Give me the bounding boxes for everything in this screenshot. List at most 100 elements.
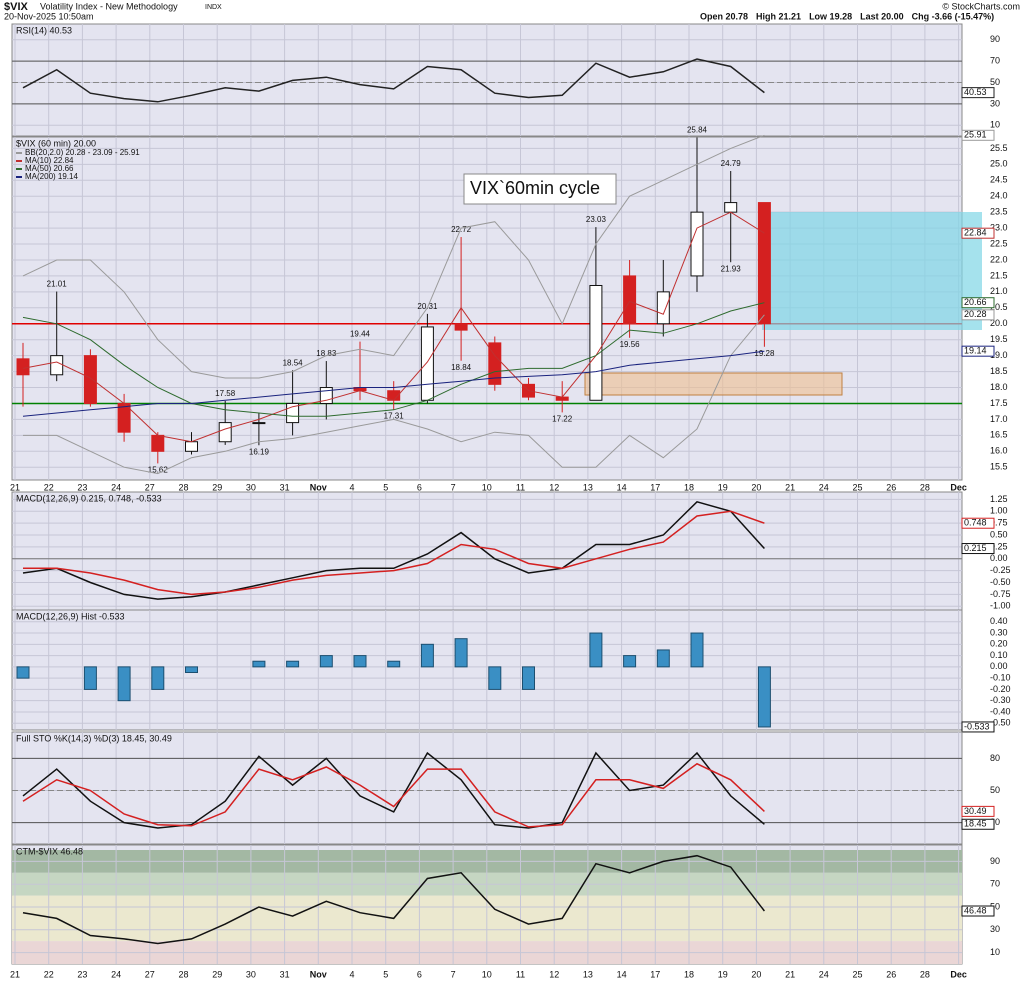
x-tick-label: 31 xyxy=(280,969,290,979)
quote-item: High 21.21 xyxy=(756,11,801,21)
last-value-label: 30.49 xyxy=(964,806,987,816)
histogram-bar xyxy=(522,666,535,690)
x-tick-label: 31 xyxy=(280,482,290,492)
histogram-bar xyxy=(589,632,603,668)
x-tick-label: 19 xyxy=(718,482,728,492)
price-label: 18.83 xyxy=(316,349,337,358)
x-tick-label: 5 xyxy=(383,482,388,492)
y-tick-label: 30 xyxy=(990,98,1000,108)
last-value-box xyxy=(961,227,995,239)
x-tick-label: 11 xyxy=(516,482,525,492)
y-tick-label: 0.10 xyxy=(990,650,1008,660)
last-value-box xyxy=(961,805,995,817)
y-tick-label: 21.5 xyxy=(990,270,1008,280)
quote-item: Low 19.28 xyxy=(809,11,852,21)
x-tick-label: Dec xyxy=(950,482,967,492)
price-label: 17.22 xyxy=(552,415,573,424)
x-tick-label: 29 xyxy=(212,482,222,492)
y-tick-label: 22.0 xyxy=(990,254,1008,264)
histogram-bar xyxy=(387,660,401,668)
histogram-bar xyxy=(420,643,434,668)
candle-body xyxy=(690,211,704,277)
y-tick-label: 17.0 xyxy=(990,414,1008,424)
series-line xyxy=(22,134,765,379)
y-tick-label: 0.00 xyxy=(990,661,1008,671)
x-tick-label: 24 xyxy=(819,482,829,492)
price-label: 23.03 xyxy=(586,215,607,224)
y-tick-label: -0.50 xyxy=(990,718,1011,728)
candle-body xyxy=(623,275,637,325)
y-tick-label: -0.10 xyxy=(990,673,1011,683)
x-tick-label: 21 xyxy=(785,482,795,492)
histogram-bar xyxy=(656,649,670,668)
x-tick-label: Nov xyxy=(310,969,327,979)
price-label: 15.62 xyxy=(148,466,169,475)
series-line xyxy=(22,500,765,600)
instrument-name: Volatility Index - New Methodology xyxy=(40,1,178,11)
x-tick-label: 13 xyxy=(583,482,593,492)
x-tick-label: 23 xyxy=(77,482,87,492)
y-tick-label: 90 xyxy=(990,34,1000,44)
exchange: INDX xyxy=(205,4,222,11)
panel-title: CTM-$VIX 46.48 xyxy=(16,846,83,856)
last-value-box xyxy=(961,345,995,357)
x-tick-label: 7 xyxy=(451,969,456,979)
y-tick-label: 30 xyxy=(990,924,1000,934)
x-tick-label: 27 xyxy=(145,969,155,979)
x-tick-label: 4 xyxy=(349,482,354,492)
x-tick-label: 30 xyxy=(246,482,256,492)
y-tick-label: -0.30 xyxy=(990,695,1011,705)
y-tick-label: 1.25 xyxy=(990,494,1008,504)
y-tick-label: 90 xyxy=(990,856,1000,866)
x-tick-label: 23 xyxy=(77,969,87,979)
y-tick-label: 0.20 xyxy=(990,639,1008,649)
series-line xyxy=(22,762,765,828)
candle-body xyxy=(252,422,266,425)
series-line xyxy=(22,58,765,103)
last-value-label: 20.28 xyxy=(964,309,987,319)
candle-body xyxy=(185,441,198,452)
series-line xyxy=(22,302,765,417)
y-tick-label: 18.0 xyxy=(990,382,1008,392)
x-tick-label: 28 xyxy=(178,482,188,492)
series-line xyxy=(22,751,765,829)
datetime: 20-Nov-2025 10:50am xyxy=(4,11,94,21)
x-tick-label: 10 xyxy=(482,482,492,492)
x-tick-label: 12 xyxy=(549,969,559,979)
symbol: $VIX xyxy=(4,1,29,13)
x-tick-label: 10 xyxy=(482,969,492,979)
x-tick-label: 22 xyxy=(44,482,54,492)
x-tick-label: 18 xyxy=(684,482,694,492)
x-tick-label: 29 xyxy=(212,969,222,979)
legend-entry: MA(50) 20.66 xyxy=(25,164,74,173)
y-tick-label: -0.75 xyxy=(990,589,1011,599)
histogram-bar xyxy=(151,666,165,690)
histogram-bar xyxy=(83,666,97,690)
x-tick-label: 26 xyxy=(886,482,896,492)
last-value-box xyxy=(961,309,995,321)
copyright: © StockCharts.com xyxy=(942,1,1020,11)
y-tick-label: -0.40 xyxy=(990,706,1011,716)
price-label: 19.56 xyxy=(620,340,641,349)
series-line xyxy=(22,854,765,945)
x-tick-label: 20 xyxy=(751,969,761,979)
legend-entry: MA(200) 19.14 xyxy=(25,172,78,181)
y-tick-label: 0.30 xyxy=(990,627,1008,637)
x-tick-label: 26 xyxy=(886,969,896,979)
y-tick-label: 10 xyxy=(990,120,1000,130)
candle-body xyxy=(50,355,64,376)
last-value-label: 22.84 xyxy=(964,228,987,238)
price-label: 24.79 xyxy=(721,159,742,168)
histogram-bar xyxy=(353,655,367,668)
x-tick-label: 24 xyxy=(819,969,829,979)
panel-title: MACD(12,26,9) 0.215, 0.748, -0.533 xyxy=(16,493,162,503)
price-label: 18.84 xyxy=(451,363,472,372)
histogram-bar xyxy=(16,666,30,679)
y-tick-label: 0.50 xyxy=(990,529,1008,539)
y-tick-label: 15.5 xyxy=(990,462,1008,472)
legend-swatch xyxy=(16,152,22,154)
y-tick-label: 20.5 xyxy=(990,302,1008,312)
y-tick-label: -1.00 xyxy=(990,601,1011,611)
last-value-label: 0.215 xyxy=(964,543,987,553)
x-tick-label: 6 xyxy=(417,482,422,492)
